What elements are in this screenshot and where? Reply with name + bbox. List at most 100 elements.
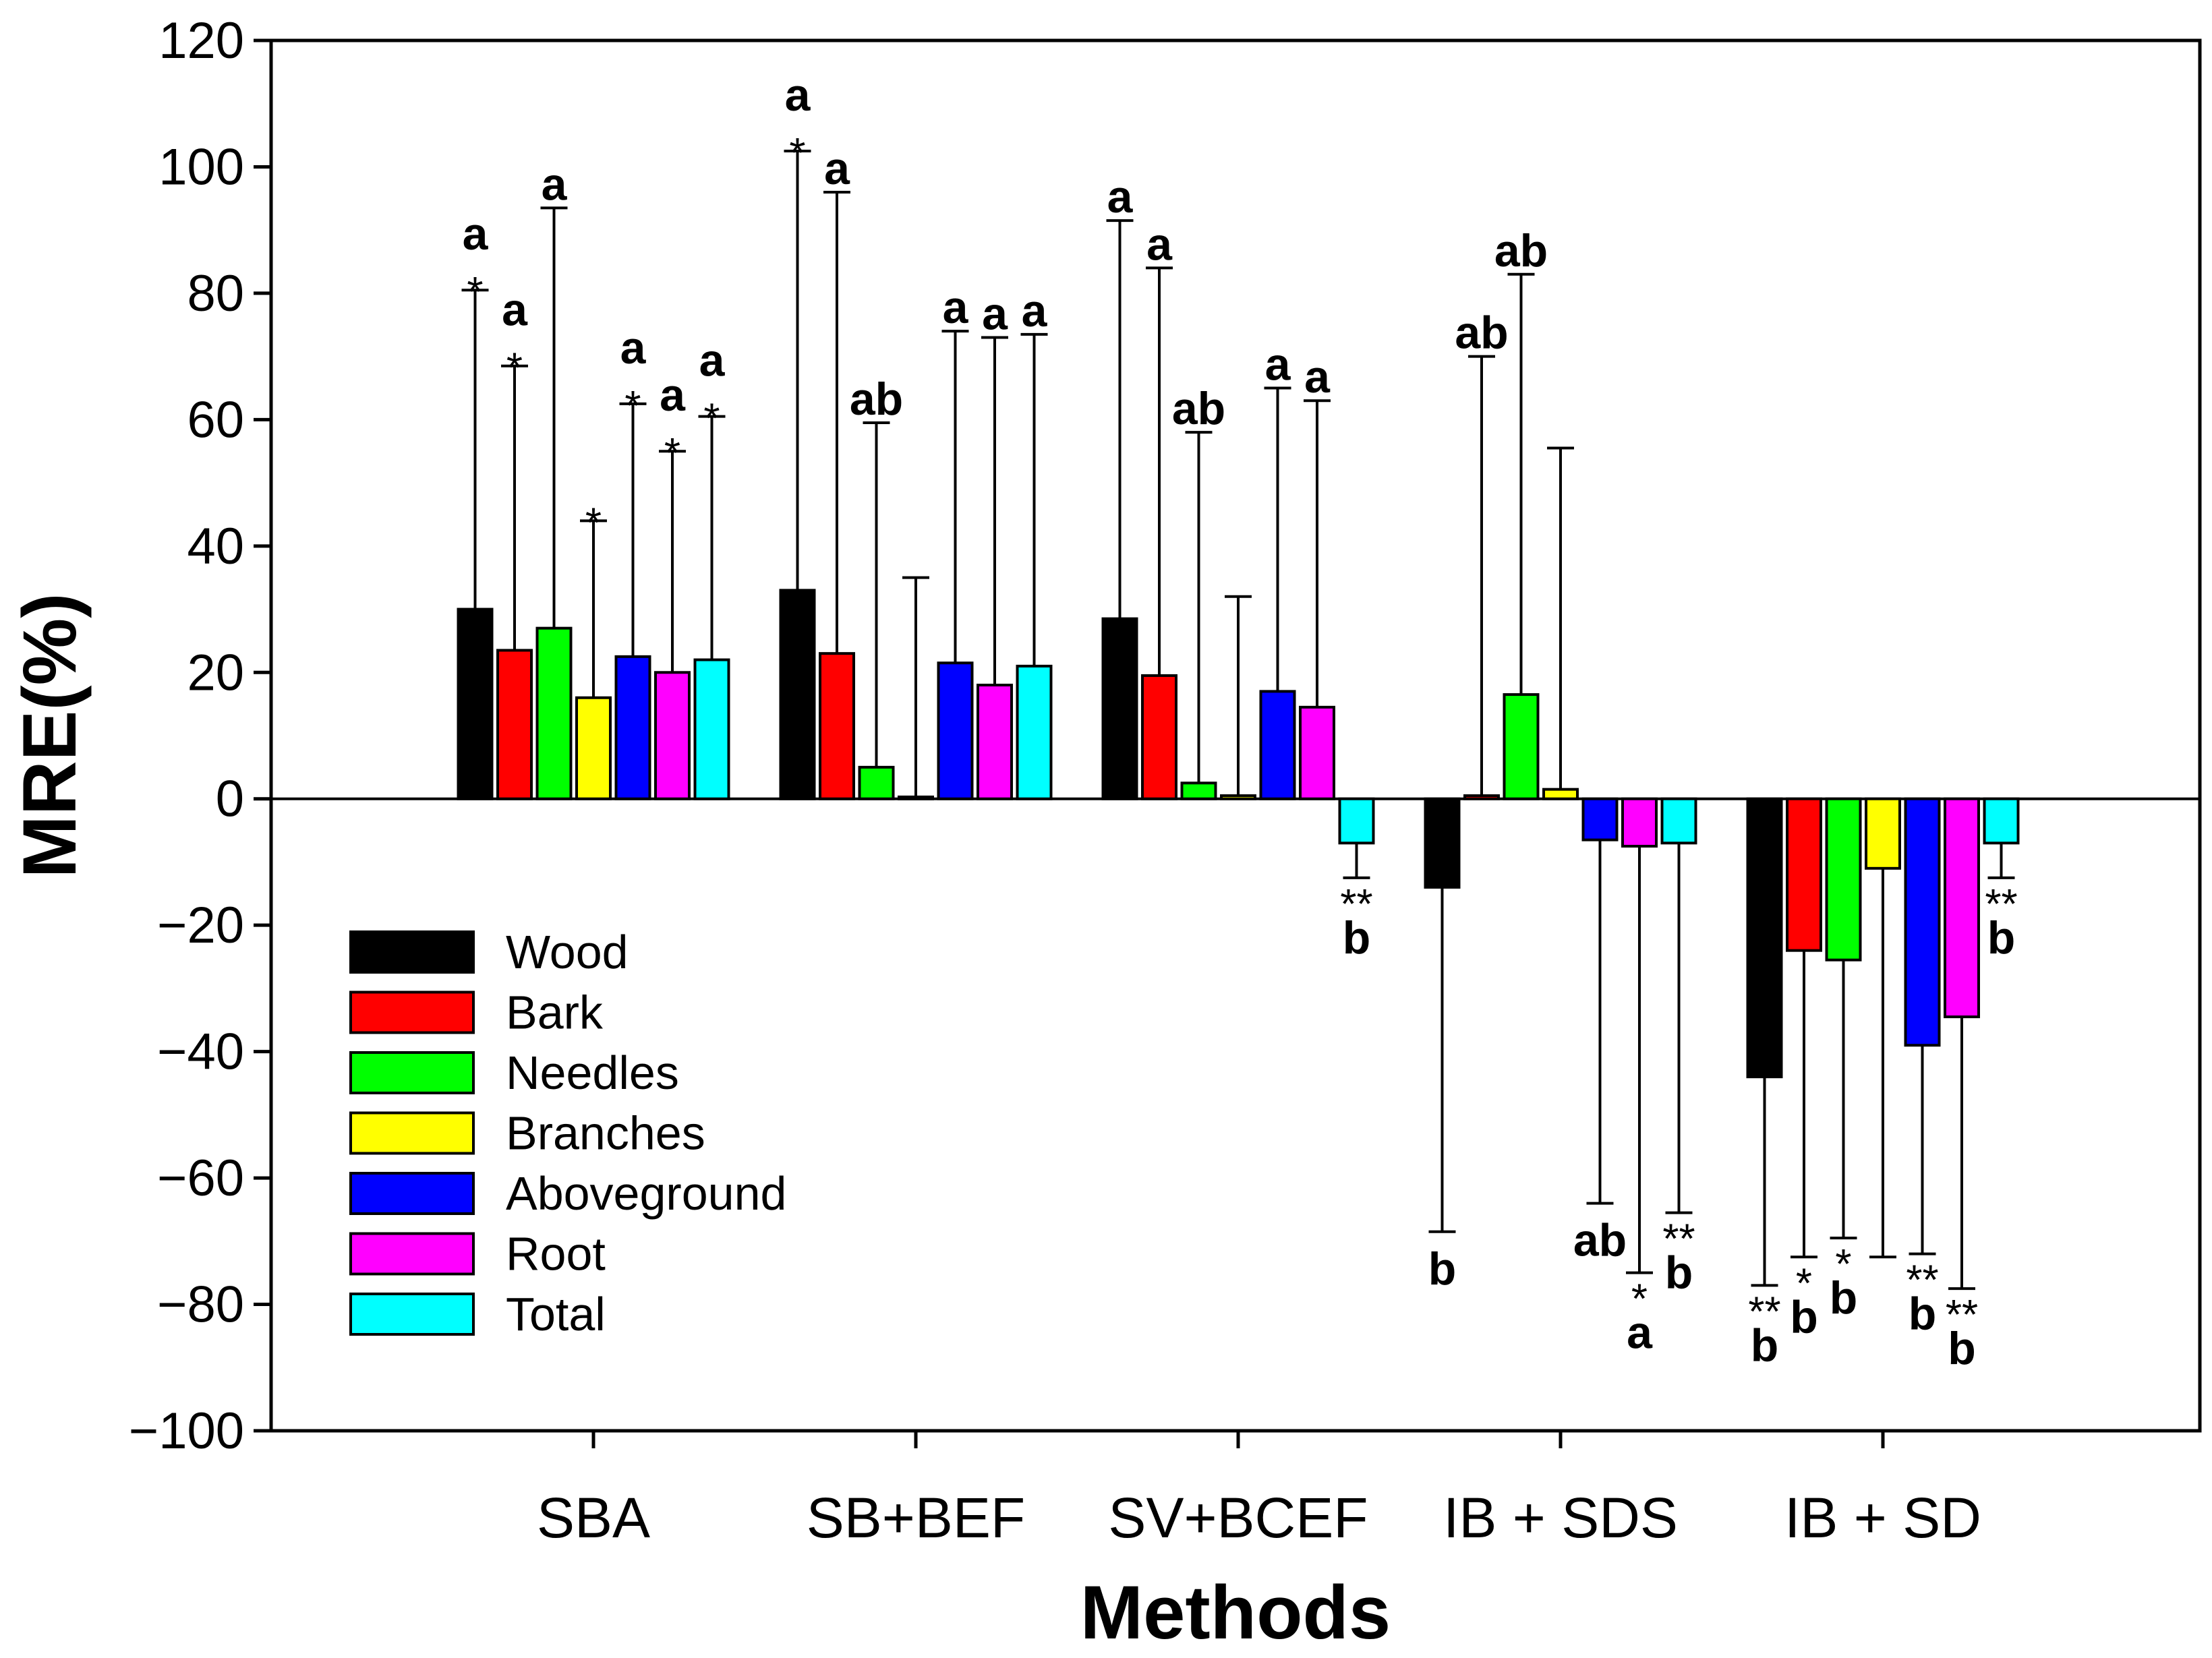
- legend-swatch: [349, 1172, 475, 1215]
- group-letter: b: [1343, 912, 1371, 964]
- bar: [654, 671, 691, 800]
- group-letter: b: [1987, 912, 2016, 964]
- group-letter: a: [1304, 351, 1331, 403]
- significance-stars: **: [1946, 1292, 1978, 1338]
- group-letter: a: [620, 322, 647, 374]
- series-root: *aaa*a **b: [654, 289, 1980, 1374]
- bar: [1141, 674, 1177, 800]
- significance-stars: **: [1985, 881, 2017, 928]
- group-letter: b: [1909, 1289, 1937, 1340]
- group-letter: a: [824, 143, 850, 194]
- significance-stars: *: [1835, 1241, 1851, 1288]
- y-tick-label: −60: [157, 1150, 244, 1207]
- group-letter: a: [1627, 1307, 1653, 1359]
- y-axis: −100 −80 −60 −40 −20 0 20 40 60 80 100 120: [129, 12, 271, 1460]
- bar: [898, 795, 934, 800]
- significance-stars: *: [703, 396, 720, 442]
- group-letter: ab: [1573, 1215, 1627, 1266]
- series-total: *aa**b**b**b: [693, 285, 2020, 1299]
- legend: Wood Bark Needles Branches Aboveground Root To…: [349, 926, 786, 1340]
- bar: [1259, 690, 1296, 800]
- group-letter: a: [699, 335, 726, 386]
- bar: [496, 649, 533, 800]
- group-letter: b: [1665, 1247, 1693, 1299]
- group-letter: a: [1265, 339, 1291, 390]
- bar: [977, 684, 1013, 800]
- group-letter: a: [502, 285, 528, 336]
- y-tick-label: 0: [216, 771, 244, 828]
- bar: [1581, 797, 1619, 841]
- group-letter: a: [542, 158, 568, 210]
- bar: [1101, 617, 1138, 800]
- group-letter: a: [660, 369, 686, 421]
- bar: [819, 652, 855, 800]
- legend-label: Needles: [506, 1046, 679, 1099]
- legend-swatch: [349, 930, 475, 974]
- y-axis-title: MRE(%): [7, 593, 92, 878]
- y-tick-label: 40: [187, 518, 244, 575]
- legend-item: Branches: [349, 1107, 705, 1160]
- legend-item: Root: [349, 1228, 606, 1280]
- significance-stars: **: [1748, 1289, 1780, 1335]
- plot-frame: [269, 38, 2202, 1433]
- legend-item: Wood: [349, 926, 629, 978]
- x-tick-label: SB+BEF: [807, 1486, 1025, 1549]
- bar: [1220, 794, 1256, 800]
- group-letter: a: [982, 289, 1008, 340]
- group-letter: b: [1428, 1243, 1457, 1295]
- legend-swatch: [349, 1293, 475, 1336]
- bar: [1338, 797, 1375, 845]
- group-letter: ab: [1455, 307, 1508, 359]
- legend-label: Branches: [506, 1107, 705, 1160]
- bar: [1983, 797, 2020, 845]
- bar: [858, 765, 895, 800]
- bar: [614, 655, 651, 800]
- bar: [1865, 797, 1901, 870]
- bar: [1503, 693, 1540, 800]
- group-letter: b: [1790, 1291, 1818, 1342]
- group-letter: a: [463, 208, 489, 260]
- x-axis-title: Methods: [1080, 1570, 1391, 1655]
- y-tick-label: 120: [158, 12, 244, 69]
- group-letter: b: [1751, 1320, 1779, 1371]
- significance-stars: *: [1796, 1260, 1812, 1307]
- legend-label: Wood: [506, 926, 629, 978]
- y-tick-label: 80: [187, 265, 244, 322]
- y-tick-label: 20: [187, 644, 244, 701]
- bar: [1621, 797, 1658, 848]
- significance-stars: **: [1662, 1216, 1695, 1263]
- bar: [1786, 797, 1822, 952]
- legend-label: Root: [506, 1228, 606, 1280]
- group-letter: a: [943, 282, 969, 333]
- bar: [1542, 788, 1579, 800]
- legend-swatch: [349, 990, 475, 1034]
- legend-swatch: [349, 1111, 475, 1155]
- bar: [1180, 781, 1217, 800]
- bar: [779, 589, 816, 800]
- y-tick-label: −100: [129, 1402, 244, 1460]
- x-tick-label: SV+BCEF: [1108, 1486, 1368, 1549]
- series-branches: *: [575, 446, 1901, 1259]
- y-tick-label: −20: [157, 897, 244, 954]
- group-letter: a: [1107, 171, 1134, 223]
- bar: [1299, 705, 1335, 800]
- y-tick-label: −80: [157, 1276, 244, 1334]
- bar: [1944, 797, 1980, 1019]
- group-letter: ab: [850, 374, 903, 425]
- x-tick-label: IB + SDS: [1443, 1486, 1678, 1549]
- x-tick-label: SBA: [537, 1486, 650, 1549]
- x-tick-label: IB + SD: [1784, 1486, 1981, 1549]
- bar: [1825, 797, 1862, 961]
- bar: [693, 658, 730, 800]
- significance-stars: *: [1631, 1276, 1648, 1323]
- y-tick-label: 100: [158, 138, 244, 196]
- significance-stars: *: [789, 130, 805, 177]
- bar: [1746, 797, 1783, 1079]
- legend-item: Bark: [349, 986, 604, 1039]
- significance-stars: **: [1906, 1257, 1938, 1304]
- group-letter: ab: [1494, 225, 1548, 276]
